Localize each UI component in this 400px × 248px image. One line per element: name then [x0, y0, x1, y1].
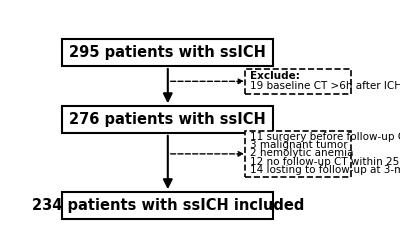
- Text: 234 patients with ssICH included: 234 patients with ssICH included: [32, 198, 304, 213]
- Bar: [245, 69, 351, 94]
- Text: 19 baseline CT >6h after ICH onset: 19 baseline CT >6h after ICH onset: [250, 81, 400, 91]
- Text: 295 patients with ssICH: 295 patients with ssICH: [69, 45, 266, 60]
- Bar: [62, 192, 273, 219]
- Text: 12 no follow-up CT within 25h: 12 no follow-up CT within 25h: [250, 157, 400, 167]
- Bar: [245, 131, 351, 177]
- Text: 14 losting to follow-up at 3-month: 14 losting to follow-up at 3-month: [250, 165, 400, 175]
- Bar: [62, 106, 273, 133]
- Text: 11 surgery before follow-up CT: 11 surgery before follow-up CT: [250, 132, 400, 142]
- Text: 2 hemolytic anemia: 2 hemolytic anemia: [250, 149, 354, 158]
- Text: Exclude:: Exclude:: [250, 71, 300, 81]
- Text: 276 patients with ssICH: 276 patients with ssICH: [70, 112, 266, 127]
- Bar: [62, 39, 273, 66]
- Text: 3 malignant tumor: 3 malignant tumor: [250, 140, 348, 150]
